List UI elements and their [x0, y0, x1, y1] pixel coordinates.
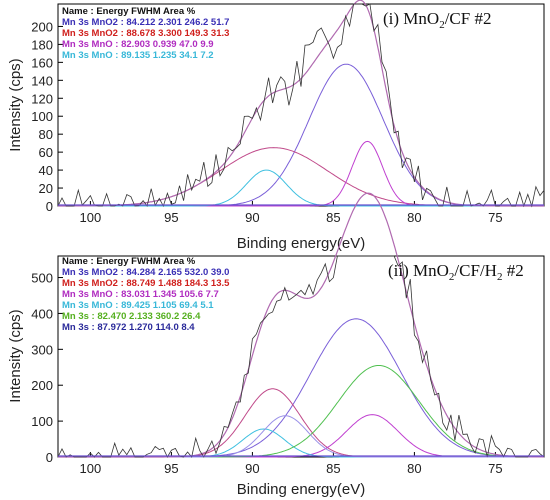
fit-table-ii: Name : Energy FWHM Area % Mn 3s MnO2 : 8… [62, 256, 230, 333]
fit-table-row: Mn 3s MnO : 83.031 1.345 105.6 7.7 [62, 289, 219, 300]
x-tick-label: 100 [80, 210, 102, 225]
x-tick-label: 80 [407, 210, 421, 225]
y-tick-label: 160 [31, 55, 53, 70]
y-axis-label-i: Intensity (cps) [7, 58, 24, 151]
x-axis-label-i: Binding energy(eV) [237, 235, 365, 252]
y-tick-label: 0 [46, 450, 53, 465]
fit-table-header-i: Name : Energy FWHM Area % [62, 6, 196, 17]
x-tick-label: 95 [164, 461, 178, 476]
y-tick-label: 140 [31, 73, 53, 88]
axis-ticks-ii: 100 95 90 85 80 75 0 100 200 300 400 500 [31, 271, 502, 476]
component-curves-ii [58, 318, 544, 458]
y-tick-label: 200 [31, 378, 53, 393]
fit-table-row: Mn 3s MnO2 : 84.212 2.301 246.2 51.7 [62, 17, 229, 28]
y-tick-label: 100 [31, 109, 53, 124]
y-tick-label: 20 [39, 181, 53, 196]
y-tick-label: 100 [31, 414, 53, 429]
component-peak [58, 318, 544, 458]
fit-table-row: Mn 3s MnO : 89.135 1.235 34.1 7.2 [62, 50, 214, 61]
axis-ticks-i: 100 95 90 85 80 75 0 20 40 60 80 100 120 140 160 180 200 [31, 19, 502, 225]
fit-table-header-ii: Name : Energy FWHM Area % [62, 256, 196, 267]
y-tick-label: 200 [31, 19, 53, 34]
raw-spectrum-ii [57, 255, 545, 458]
x-tick-label: 95 [164, 210, 178, 225]
x-tick-label: 75 [488, 461, 502, 476]
y-tick-label: 80 [39, 127, 53, 142]
fit-table-row: Mn 3s : 82.470 2.133 360.2 26.4 [62, 311, 201, 322]
panel-i: 100 95 90 85 80 75 0 20 40 60 80 100 120 140 160 180 200… [7, 0, 545, 252]
y-tick-label: 120 [31, 91, 53, 106]
fit-table-row: Mn 3s MnO : 82.903 0.939 47.0 9.9 [62, 39, 214, 50]
fit-table-row: Mn 3s MnO2 : 84.284 2.165 532.0 39.0 [62, 267, 229, 278]
y-tick-label: 40 [39, 163, 53, 178]
y-axis-label-ii: Intensity (cps) [7, 309, 24, 402]
component-peak [58, 388, 544, 458]
raw-spectrum-i [57, 3, 545, 208]
fit-table-row: Mn 3s : 87.972 1.270 114.0 8.4 [62, 322, 195, 333]
x-tick-label: 90 [245, 461, 259, 476]
x-axis-label-ii: Binding energy(eV) [237, 481, 365, 498]
x-tick-label: 80 [407, 461, 421, 476]
x-tick-label: 85 [326, 461, 340, 476]
panel-ii: 100 95 90 85 80 75 0 100 200 300 400 500 Intensity … [7, 192, 545, 498]
y-tick-label: 60 [39, 145, 53, 160]
x-tick-label: 85 [326, 210, 340, 225]
x-tick-label: 100 [80, 461, 102, 476]
y-tick-label: 0 [46, 199, 53, 214]
component-peak [58, 365, 544, 458]
x-tick-label: 90 [245, 210, 259, 225]
fit-table-row: Mn 3s MnO : 89.425 1.105 69.4 5.1 [62, 300, 214, 311]
panel-label-i: (i) MnO2/CF #2 [383, 9, 491, 31]
fit-table-i: Name : Energy FWHM Area % Mn 3s MnO2 : 8… [62, 6, 229, 61]
fit-table-row: Mn 3s MnO2 : 88.678 3.300 149.3 31.3 [62, 28, 229, 39]
y-tick-label: 500 [31, 271, 53, 286]
panel-label-ii: (ii) MnO2/CF/H2 #2 [388, 261, 524, 283]
y-tick-label: 400 [31, 306, 53, 321]
y-tick-label: 180 [31, 37, 53, 52]
component-peak [58, 169, 544, 207]
plot-frame-ii [57, 255, 545, 458]
fit-table-row: Mn 3s MnO2 : 88.749 1.488 184.3 13.5 [62, 278, 230, 289]
x-tick-label: 75 [488, 210, 502, 225]
y-tick-label: 300 [31, 342, 53, 357]
